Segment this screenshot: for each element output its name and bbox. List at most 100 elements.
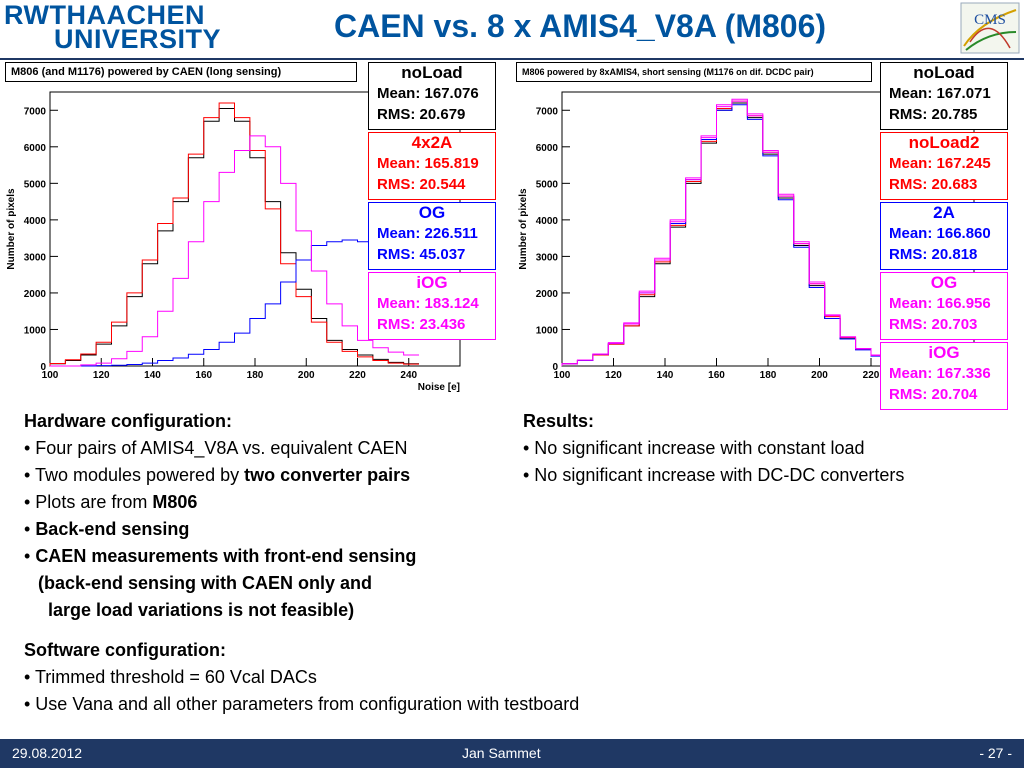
x-tick-label: 160: [708, 370, 725, 381]
hw-note-2: large load variations is not feasible): [48, 600, 355, 620]
stat-rms: RMS: 23.436: [377, 316, 466, 333]
stat-mean: Mean: 166.956: [889, 295, 991, 312]
x-tick-label: 100: [554, 370, 571, 381]
stat-box-2a: 2A Mean: 166.860 RMS: 20.818: [880, 202, 1008, 270]
x-tick-label: 120: [93, 370, 110, 381]
stat-name: noLoad: [401, 63, 463, 82]
hardware-config-block: Hardware configuration: • Four pairs of …: [24, 408, 580, 718]
y-tick-label: 0: [40, 362, 46, 373]
hw-item: • Four pairs of AMIS4_V8A vs. equivalent…: [24, 438, 408, 458]
stat-box-4x2a: 4x2A Mean: 165.819 RMS: 20.544: [368, 132, 496, 200]
stat-mean: Mean: 226.511: [377, 225, 478, 242]
stat-name: iOG: [416, 273, 448, 292]
y-tick-label: 5000: [536, 179, 559, 190]
y-tick-label: 2000: [536, 289, 559, 300]
stat-rms: RMS: 20.818: [889, 246, 978, 263]
stat-rms: RMS: 20.703: [889, 316, 978, 333]
stat-rms: RMS: 45.037: [377, 246, 466, 263]
stat-name: 4x2A: [411, 133, 453, 152]
hw-item: • Plots are from M806: [24, 492, 198, 512]
x-tick-label: 180: [247, 370, 264, 381]
stat-box-noload: noLoad Mean: 167.071 RMS: 20.785: [880, 62, 1008, 130]
series-iog-line: [561, 100, 933, 366]
x-tick-label: 180: [760, 370, 777, 381]
x-tick-label: 220: [863, 370, 880, 381]
x-tick-label: 200: [298, 370, 315, 381]
x-tick-label: 160: [195, 370, 212, 381]
footer-author: Jan Sammet: [462, 745, 541, 761]
rwth-logo: RWTHAACHEN UNIVERSITY: [4, 0, 221, 54]
x-tick-label: 120: [605, 370, 622, 381]
stat-mean: Mean: 167.076: [377, 85, 479, 102]
x-tick-label: 140: [144, 370, 161, 381]
stat-name: OG: [930, 273, 958, 292]
stat-mean: Mean: 183.124: [377, 295, 479, 312]
y-tick-label: 0: [552, 362, 558, 373]
stat-box-og: OG Mean: 226.511 RMS: 45.037: [368, 202, 496, 270]
slide-title: CAEN vs. 8 x AMIS4_V8A (M806): [333, 8, 827, 44]
y-tick-label: 6000: [536, 143, 559, 154]
stat-name: OG: [418, 203, 446, 222]
x-tick-label: 100: [42, 370, 59, 381]
hw-heading: Hardware configuration:: [24, 411, 233, 431]
x-tick-label: 240: [400, 370, 417, 381]
results-block: Results: • No significant increase with …: [523, 408, 1023, 489]
y-tick-label: 1000: [536, 325, 559, 336]
sw-item: • Use Vana and all other parameters from…: [24, 694, 580, 714]
stat-name: iOG: [928, 343, 960, 362]
stat-name: noLoad: [913, 63, 975, 82]
y-tick-label: 7000: [24, 106, 47, 117]
y-tick-label: 1000: [24, 325, 47, 336]
y-tick-label: 3000: [24, 252, 47, 263]
x-tick-label: 200: [811, 370, 828, 381]
y-axis-label: Number of pixels: [518, 188, 529, 270]
stat-rms: RMS: 20.683: [889, 176, 978, 193]
header-bar: RWTHAACHEN UNIVERSITY CAEN vs. 8 x AMIS4…: [0, 0, 1024, 61]
footer-bar: 29.08.2012 Jan Sammet - 27 -: [0, 739, 1024, 768]
y-tick-label: 4000: [536, 216, 559, 227]
hw-item: • Two modules powered by two converter p…: [24, 465, 411, 485]
stat-box-iog: iOG Mean: 167.336 RMS: 20.704: [880, 342, 1008, 410]
chart-left-caption: M806 (and M1176) powered by CAEN (long s…: [5, 62, 357, 82]
x-axis-label: Noise [e]: [418, 382, 460, 393]
chart-right-caption: M806 powered by 8xAMIS4, short sensing (…: [516, 62, 872, 82]
sw-item: • Trimmed threshold = 60 Vcal DACs: [24, 667, 317, 687]
hw-note-1: (back-end sensing with CAEN only and: [38, 573, 373, 593]
y-tick-label: 7000: [536, 106, 559, 117]
stat-name: 2A: [933, 203, 955, 222]
x-tick-label: 220: [349, 370, 366, 381]
hw-item: • Back-end sensing: [24, 519, 190, 539]
y-tick-label: 2000: [24, 289, 47, 300]
footer-date: 29.08.2012: [12, 745, 83, 761]
cms-logo-text: CMS: [974, 12, 1006, 28]
footer-page-number: - 27 -: [979, 745, 1012, 761]
y-tick-label: 4000: [24, 216, 47, 227]
y-tick-label: 6000: [24, 143, 47, 154]
results-heading: Results:: [523, 411, 595, 431]
stat-mean: Mean: 167.071: [889, 85, 991, 102]
sw-heading: Software configuration:: [24, 640, 226, 660]
x-tick-label: 140: [657, 370, 674, 381]
series-og-line: [50, 239, 419, 367]
cms-logo: CMS: [960, 2, 1020, 54]
series-4x2a-line: [49, 102, 419, 366]
stat-rms: RMS: 20.704: [889, 386, 978, 403]
chart-left: 0 1000 2000 3000 4000 5000 6000 7000 100 120 140 16…: [0, 60, 512, 402]
stat-name: noLoad2: [908, 133, 980, 152]
stat-box-og: OG Mean: 166.956 RMS: 20.703: [880, 272, 1008, 340]
stat-box-iog: iOG Mean: 183.124 RMS: 23.436: [368, 272, 496, 340]
y-tick-label: 3000: [536, 252, 559, 263]
stat-box-noload2: noLoad2 Mean: 167.245 RMS: 20.683: [880, 132, 1008, 200]
stat-rms: RMS: 20.544: [377, 176, 466, 193]
stat-rms: RMS: 20.679: [377, 106, 466, 123]
stat-mean: Mean: 167.336: [889, 365, 991, 382]
logo-line-2: UNIVERSITY: [54, 24, 222, 54]
y-axis-label: Number of pixels: [6, 188, 17, 270]
logo-line-1: RWTHAACHEN: [4, 0, 205, 30]
stat-mean: Mean: 167.245: [889, 155, 991, 172]
stat-rms: RMS: 20.785: [889, 106, 978, 123]
results-item: • No significant increase with DC-DC con…: [523, 465, 905, 485]
results-item: • No significant increase with constant …: [523, 438, 865, 458]
y-tick-label: 5000: [24, 179, 47, 190]
series-iog-line: [50, 135, 419, 367]
